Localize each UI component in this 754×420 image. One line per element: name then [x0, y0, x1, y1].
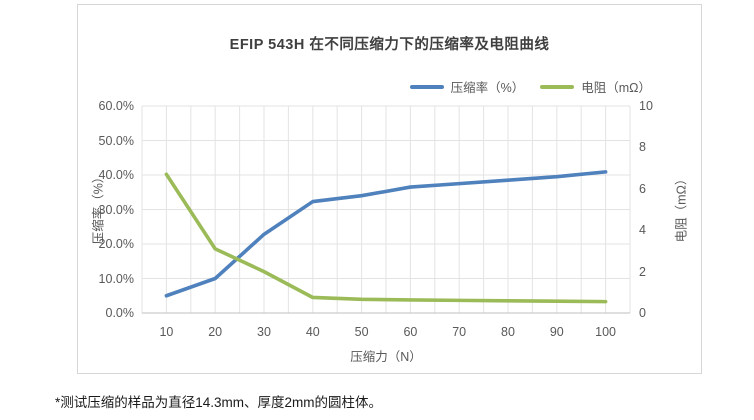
plot-svg — [141, 105, 631, 314]
legend-item-compression: 压缩率（%） — [409, 77, 525, 96]
ytick-right-label: 4 — [639, 223, 646, 238]
xtick-label: 70 — [452, 325, 467, 339]
ytick-right-label: 10 — [639, 99, 653, 113]
legend: 压缩率（%） 电阻（mΩ） — [409, 77, 651, 96]
ytick-right-label: 0 — [639, 306, 646, 320]
ytick-left-label: 20.0% — [98, 237, 134, 251]
legend-label-compression: 压缩率（%） — [450, 81, 525, 95]
xtick-label: 80 — [501, 325, 515, 339]
ytick-left-label: 60.0% — [98, 99, 134, 113]
ytick-left-label: 40.0% — [98, 168, 134, 182]
xtick-label: 90 — [549, 325, 564, 339]
compression-line-marker — [409, 84, 444, 89]
ytick-right-label: 8 — [639, 140, 646, 155]
chart-area: EFIP 543H 在不同压缩力下的压缩率及电阻曲线 压缩率（%） 电阻（mΩ）… — [77, 4, 702, 374]
ytick-left-label: 0.0% — [105, 306, 135, 320]
chart-title: EFIP 543H 在不同压缩力下的压缩率及电阻曲线 — [229, 37, 550, 53]
ytick-right-label: 2 — [639, 264, 646, 279]
ytick-left-label: 30.0% — [98, 202, 134, 217]
ytick-left-label: 10.0% — [98, 271, 134, 286]
series-line-1 — [164, 172, 608, 304]
y-axis-title-right: 电阻（mΩ） — [674, 172, 689, 243]
xtick-label: 50 — [354, 325, 369, 339]
legend-label-resistance: 电阻（mΩ） — [581, 81, 651, 95]
ytick-right-label: 6 — [639, 181, 646, 196]
ytick-left-label: 50.0% — [98, 133, 134, 148]
xtick-label: 40 — [305, 325, 320, 339]
legend-item-resistance: 电阻（mΩ） — [540, 77, 651, 96]
xtick-label: 60 — [403, 325, 418, 339]
resistance-line-marker — [540, 84, 575, 89]
series-line-0 — [164, 170, 608, 298]
y-axis-title-left: 压缩率（%） — [91, 170, 106, 245]
xtick-label: 100 — [595, 325, 617, 339]
footnote: *测试压缩的样品为直径14.3mm、厚度2mm的圆柱体。 — [55, 395, 383, 410]
xtick-label: 30 — [257, 325, 271, 339]
xtick-label: 10 — [159, 325, 174, 339]
xtick-label: 20 — [208, 325, 223, 339]
x-axis-title: 压缩力（N） — [350, 350, 422, 364]
